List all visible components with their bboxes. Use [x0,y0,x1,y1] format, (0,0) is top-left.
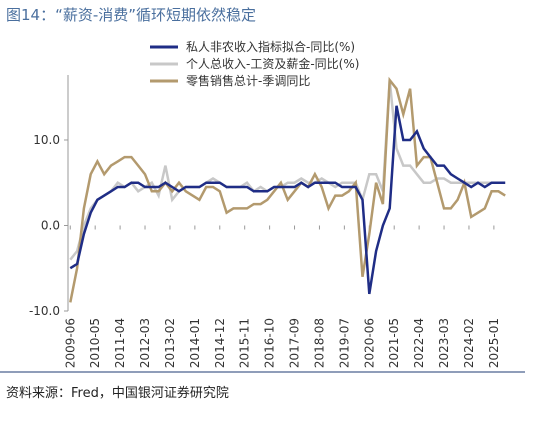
x-tick-label: 2011-04 [113,318,127,368]
x-tick-label: 2013-02 [163,318,177,368]
x-tick-label: 2021-05 [387,318,401,368]
legend-label: 私人非农收入指标拟合-同比(%) [186,39,355,54]
series-line [69,105,506,295]
x-tick-label: 2014-01 [188,318,202,368]
x-tick-label: 2020-06 [362,318,376,368]
x-tick-label: 2019-07 [337,318,351,368]
x-tick-label: 2010-05 [88,318,102,368]
chart-title: 图14：“薪资-消费”循环短期依然稳定 [6,6,256,24]
x-tick-label: 2024-02 [462,318,476,368]
x-tick-label: 2023-03 [437,318,451,368]
x-tick-label: 2015-11 [238,318,252,368]
y-tick-label: 10.0 [33,133,60,147]
x-tick-label: 2018-08 [312,318,326,368]
y-tick-label: -10.0 [29,304,60,318]
x-tick-label: 2025-01 [487,318,501,368]
y-tick-label: 0.0 [41,218,60,232]
series-line [69,76,506,303]
x-tick-label: 2012-03 [138,318,152,368]
legend-label: 个人总收入-工资及薪金-同比(%) [186,56,359,71]
source-note: 资料来源：Fred，中国银河证券研究院 [6,385,229,401]
x-tick-label: 2014-12 [213,318,227,368]
x-tick-label: 2016-10 [263,318,277,368]
legend-label: 零售销售总计-季调同比 [186,73,310,88]
x-tick-label: 2022-04 [412,318,426,368]
x-tick-label: 2009-06 [63,318,77,368]
series-line [69,79,506,261]
x-tick-label: 2017-09 [288,318,302,368]
